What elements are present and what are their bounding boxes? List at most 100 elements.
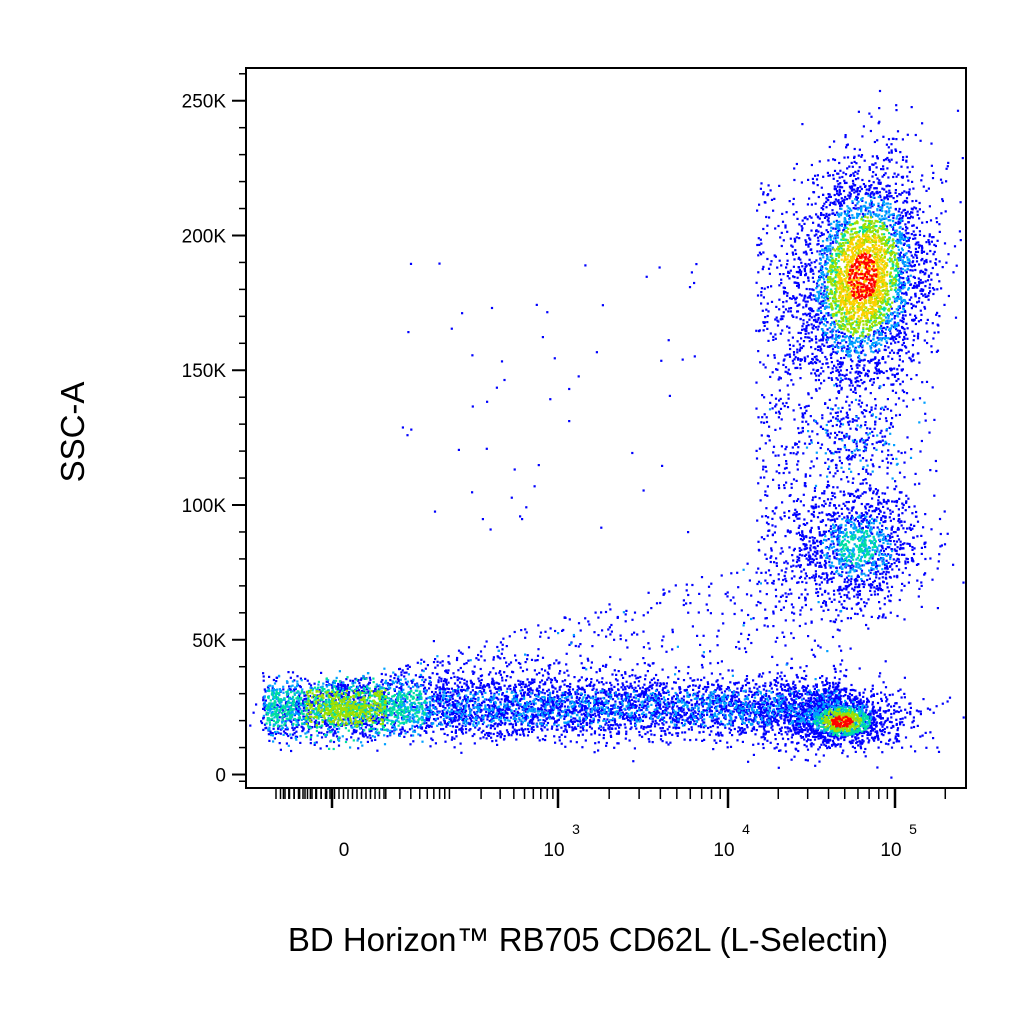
- scatter-point: [580, 688, 583, 691]
- scatter-point: [882, 723, 885, 726]
- scatter-point: [783, 486, 786, 490]
- scatter-point: [783, 286, 786, 290]
- scatter-point: [454, 703, 457, 706]
- scatter-point: [862, 183, 865, 186]
- scatter-point: [789, 347, 792, 351]
- scatter-point: [791, 314, 794, 317]
- scatter-point: [566, 709, 569, 712]
- scatter-point: [499, 701, 502, 704]
- scatter-point: [899, 348, 902, 351]
- scatter-point: [607, 724, 610, 727]
- scatter-point: [938, 517, 942, 521]
- scatter-point: [895, 138, 898, 141]
- scatter-point: [824, 603, 827, 606]
- scatter-point: [529, 695, 532, 698]
- scatter-point: [877, 512, 881, 516]
- scatter-point: [884, 361, 887, 364]
- scatter-point: [919, 450, 922, 453]
- scatter-point: [813, 361, 817, 364]
- scatter-point: [909, 544, 912, 547]
- scatter-point: [795, 560, 799, 564]
- scatter-point: [870, 736, 874, 739]
- scatter-point: [822, 684, 825, 687]
- scatter-point: [537, 719, 540, 722]
- scatter-point: [827, 159, 830, 162]
- scatter-point: [843, 181, 847, 185]
- scatter-point: [826, 336, 829, 339]
- scatter-point: [863, 519, 866, 522]
- scatter-point: [650, 733, 653, 736]
- scatter-point: [904, 531, 907, 534]
- scatter-point: [846, 515, 849, 518]
- scatter-point: [827, 448, 830, 451]
- scatter-point: [877, 122, 880, 125]
- scatter-point: [910, 302, 913, 306]
- scatter-point: [900, 211, 903, 214]
- scatter-point: [875, 187, 878, 190]
- scatter-point: [929, 219, 933, 222]
- scatter-point: [838, 390, 841, 393]
- scatter-point: [846, 697, 850, 700]
- scatter-point: [836, 469, 839, 472]
- scatter-point: [897, 538, 901, 541]
- scatter-point: [909, 710, 912, 714]
- scatter-point: [853, 438, 857, 442]
- scatter-point: [450, 676, 453, 680]
- scatter-point: [762, 193, 765, 196]
- scatter-point: [902, 503, 905, 507]
- scatter-point: [832, 416, 835, 419]
- scatter-point: [927, 294, 930, 297]
- scatter-point: [902, 281, 905, 284]
- scatter-point: [879, 557, 883, 560]
- scatter-point: [925, 380, 929, 383]
- scatter-point: [849, 174, 852, 177]
- scatter-point: [887, 346, 890, 349]
- scatter-point: [847, 458, 850, 461]
- scatter-point: [740, 701, 743, 704]
- scatter-point: [657, 703, 660, 706]
- scatter-point: [844, 377, 847, 380]
- scatter-point: [812, 288, 815, 292]
- scatter-point: [853, 588, 856, 591]
- scatter-point: [469, 718, 472, 721]
- scatter-point: [908, 246, 911, 249]
- scatter-point: [856, 366, 859, 369]
- scatter-point: [781, 693, 784, 696]
- scatter-point: [880, 518, 883, 522]
- scatter-point: [576, 701, 579, 705]
- scatter-point: [872, 171, 875, 174]
- scatter-point: [810, 261, 813, 264]
- scatter-point: [828, 686, 831, 689]
- scatter-point: [762, 708, 766, 711]
- scatter-point: [826, 345, 829, 348]
- scatter-point: [912, 339, 915, 342]
- scatter-point: [824, 524, 828, 527]
- scatter-point: [795, 693, 798, 696]
- scatter-point: [795, 694, 798, 698]
- scatter-point: [479, 684, 482, 687]
- scatter-point: [817, 230, 820, 233]
- scatter-point: [865, 468, 868, 471]
- scatter-point: [818, 533, 821, 536]
- scatter-point: [917, 595, 920, 598]
- scatter-point: [815, 591, 818, 594]
- scatter-point: [907, 302, 910, 305]
- scatter-point: [913, 524, 916, 527]
- scatter-point: [848, 435, 851, 438]
- scatter-point: [914, 253, 917, 256]
- scatter-point: [794, 732, 797, 735]
- scatter-point: [872, 211, 875, 214]
- scatter-point: [868, 179, 871, 183]
- scatter-point: [892, 351, 896, 354]
- scatter-point: [884, 566, 887, 569]
- scatter-point: [823, 281, 826, 284]
- scatter-point: [889, 224, 892, 227]
- scatter-point: [895, 559, 898, 562]
- scatter-point: [869, 392, 872, 395]
- scatter-point: [839, 743, 842, 746]
- scatter-point: [804, 699, 808, 702]
- scatter-point: [820, 286, 823, 289]
- scatter-point: [908, 573, 911, 577]
- scatter-point: [855, 190, 858, 193]
